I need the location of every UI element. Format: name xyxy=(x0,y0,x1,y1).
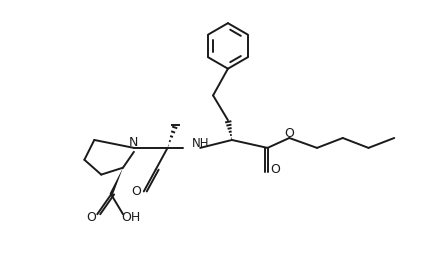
Text: O: O xyxy=(131,185,141,198)
Text: O: O xyxy=(271,163,280,176)
Text: O: O xyxy=(86,211,96,224)
Text: OH: OH xyxy=(121,211,141,224)
Text: O: O xyxy=(284,127,294,139)
Text: NH: NH xyxy=(191,138,209,150)
Text: N: N xyxy=(129,136,139,149)
Polygon shape xyxy=(110,168,123,195)
